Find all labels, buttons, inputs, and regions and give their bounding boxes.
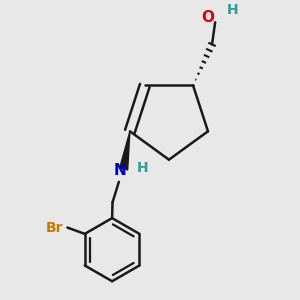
Text: N: N [114,163,127,178]
Text: O: O [201,10,214,25]
Text: H: H [227,3,239,17]
Polygon shape [119,131,130,170]
Text: H: H [137,161,148,175]
Text: Br: Br [46,220,64,235]
